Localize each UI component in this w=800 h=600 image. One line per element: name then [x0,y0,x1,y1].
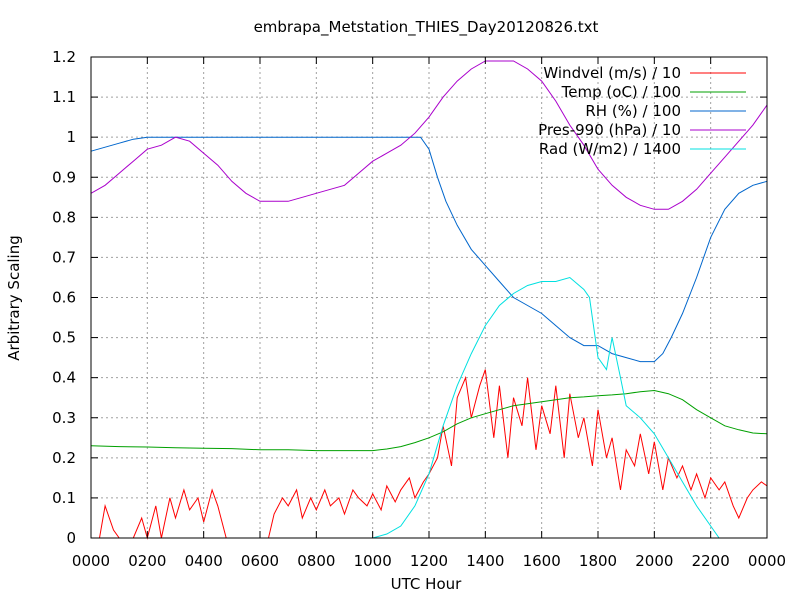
y-axis-label: Arbitrary Scaling [5,235,23,361]
y-tick-label: 0.3 [52,409,76,427]
y-tick-label: 0.4 [52,369,76,387]
y-tick-label: 0 [66,529,76,547]
x-tick-label: 2200 [692,552,730,570]
x-tick-label: 0000 [748,552,786,570]
x-tick-label: 1600 [523,552,561,570]
x-tick-label: 1400 [466,552,504,570]
y-tick-label: 0.2 [52,449,76,467]
legend-label: Pres-990 (hPa) / 10 [538,121,681,139]
x-tick-label: 1200 [410,552,448,570]
x-tick-label: 0200 [128,552,166,570]
y-tick-label: 0.6 [52,289,76,307]
x-axis-label: UTC Hour [391,575,462,593]
x-tick-label: 1800 [579,552,617,570]
y-tick-label: 0.5 [52,329,76,347]
y-tick-label: 0.9 [52,168,76,186]
y-tick-label: 0.7 [52,248,76,266]
legend-label: Temp (oC) / 100 [561,83,681,101]
series-line [90,136,768,363]
axis-ticks: 0000 0200 0400 0600 0800 1000 1200 1400 1600 1800… [52,48,786,570]
legend-label: RH (%) / 100 [585,102,681,120]
y-tick-label: 1 [66,128,76,146]
legend-label: Rad (W/m2) / 1400 [539,140,681,158]
x-tick-label: 0000 [72,552,110,570]
chart-title: embrapa_Metstation_THIES_Day20120826.txt [254,18,599,37]
y-tick-label: 0.1 [52,489,76,507]
x-tick-label: 1000 [354,552,392,570]
y-tick-label: 0.8 [52,208,76,226]
x-tick-label: 0800 [297,552,335,570]
y-tick-label: 1.1 [52,88,76,106]
x-tick-label: 0400 [185,552,223,570]
y-tick-label: 1.2 [52,48,76,66]
x-tick-label: 0600 [241,552,279,570]
legend-label: Windvel (m/s) / 10 [543,64,681,82]
series-lines [90,60,768,540]
series-line [91,276,767,539]
x-tick-label: 2000 [635,552,673,570]
series-line [90,60,768,210]
series-line [90,389,768,452]
